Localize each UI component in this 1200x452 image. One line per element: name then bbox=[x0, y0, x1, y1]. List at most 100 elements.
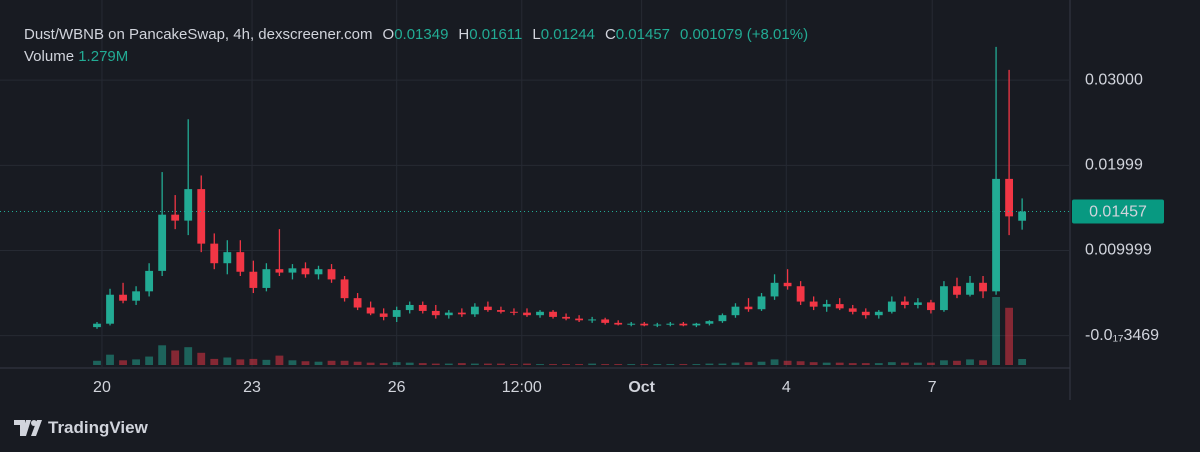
candle-body bbox=[262, 269, 271, 288]
candle-body bbox=[523, 312, 531, 316]
x-tick-label: 26 bbox=[388, 379, 406, 396]
volume-bar bbox=[887, 362, 896, 365]
volume-bar bbox=[861, 363, 870, 365]
volume-bar bbox=[353, 361, 362, 365]
candle-body bbox=[588, 319, 597, 321]
volume-pane bbox=[93, 297, 1027, 365]
volume-value: 1.279M bbox=[78, 48, 129, 65]
x-tick-label: 7 bbox=[928, 379, 937, 396]
candle-body bbox=[796, 286, 805, 302]
volume-bar bbox=[1005, 307, 1014, 365]
volume-bar bbox=[510, 364, 518, 365]
candle-body bbox=[145, 270, 154, 292]
last-price-label: 0.01457 bbox=[1089, 204, 1147, 221]
volume-bar bbox=[614, 364, 623, 365]
candle-body bbox=[614, 322, 623, 325]
volume-bar bbox=[979, 360, 987, 365]
candle-body bbox=[418, 304, 427, 311]
candle-body bbox=[900, 301, 909, 305]
candle-body bbox=[353, 298, 362, 308]
candle-body bbox=[223, 252, 232, 264]
ohlc-key: L bbox=[532, 26, 541, 43]
candle-body bbox=[288, 268, 297, 273]
volume-bar bbox=[653, 364, 662, 365]
branding[interactable]: TradingView bbox=[14, 418, 148, 438]
volume-bar bbox=[210, 358, 219, 365]
candle-body bbox=[444, 312, 453, 316]
candle-body bbox=[627, 323, 636, 325]
volume-bar bbox=[171, 350, 180, 365]
volume-bar bbox=[262, 359, 271, 365]
candle-body bbox=[158, 214, 167, 271]
volume-bar bbox=[1018, 359, 1027, 365]
candle-body bbox=[770, 282, 779, 297]
volume-bar bbox=[809, 362, 818, 365]
change: 0.001079 bbox=[680, 26, 743, 43]
candle-body bbox=[119, 294, 127, 301]
volume-bar bbox=[992, 297, 1000, 365]
volume-bar bbox=[966, 359, 974, 365]
candle-body bbox=[379, 313, 388, 317]
volume-bar bbox=[588, 363, 597, 365]
volume-bar bbox=[275, 355, 284, 365]
candle-body bbox=[470, 306, 479, 315]
volume-bar bbox=[483, 363, 492, 365]
volume-bar bbox=[236, 359, 245, 365]
candle-body bbox=[822, 304, 831, 307]
volume-bar bbox=[197, 352, 206, 365]
volume-bar bbox=[679, 364, 688, 365]
legend-row: Dust/WBNB on PancakeSwap, 4h, dexscreene… bbox=[24, 24, 808, 46]
volume-bar bbox=[158, 345, 167, 365]
candle-body bbox=[392, 310, 401, 317]
volume-bar bbox=[536, 364, 544, 365]
volume-bar bbox=[184, 347, 193, 365]
y-tick-label: 0.01999 bbox=[1085, 157, 1143, 174]
candle-body bbox=[536, 311, 544, 316]
volume-bar bbox=[575, 364, 584, 365]
candle-body bbox=[953, 286, 961, 295]
volume-bar bbox=[93, 360, 101, 365]
volume-bar bbox=[431, 363, 440, 365]
candle-body bbox=[966, 282, 974, 295]
x-tick-label: 12:00 bbox=[502, 379, 542, 396]
candle-body bbox=[874, 311, 883, 316]
candle-body bbox=[666, 323, 675, 325]
volume-bar bbox=[953, 360, 961, 365]
ohlc: O0.01349 H0.01611 L0.01244 C0.01457 bbox=[373, 26, 671, 43]
candle-body bbox=[184, 189, 193, 221]
volume-title: Volume bbox=[24, 48, 75, 65]
candle-body bbox=[405, 304, 414, 311]
volume-bar bbox=[731, 362, 740, 365]
candle-body bbox=[1005, 178, 1014, 217]
volume-bar bbox=[692, 364, 701, 365]
candle-body bbox=[927, 302, 935, 311]
volume-bar bbox=[601, 364, 610, 365]
ohlc-value: 0.01244 bbox=[540, 26, 595, 43]
candle-body bbox=[601, 319, 610, 323]
ohlc-value: 0.01457 bbox=[615, 26, 671, 43]
volume-bar bbox=[301, 361, 310, 365]
x-tick-label: Oct bbox=[628, 379, 655, 396]
volume-bar bbox=[392, 362, 401, 365]
candle-body bbox=[197, 189, 206, 244]
volume-bar bbox=[314, 361, 323, 365]
volume-bar bbox=[783, 360, 792, 365]
candle-body bbox=[731, 306, 740, 316]
logo bbox=[14, 420, 42, 436]
ohlc-key: O bbox=[382, 26, 395, 43]
x-tick-label: 20 bbox=[93, 379, 111, 396]
volume-bar bbox=[874, 363, 883, 365]
candle-body bbox=[640, 323, 649, 326]
candle-body bbox=[718, 315, 727, 322]
y-tick-label: 0.03000 bbox=[1085, 71, 1143, 88]
candle-body bbox=[848, 308, 857, 312]
volume-bar bbox=[444, 363, 453, 365]
candle-body bbox=[340, 279, 349, 299]
candle-body bbox=[483, 306, 492, 311]
candle-body bbox=[705, 321, 714, 324]
volume-bar bbox=[666, 364, 675, 365]
candle-body bbox=[314, 269, 323, 275]
candle-body bbox=[679, 323, 688, 326]
last-price-box bbox=[1072, 199, 1164, 224]
